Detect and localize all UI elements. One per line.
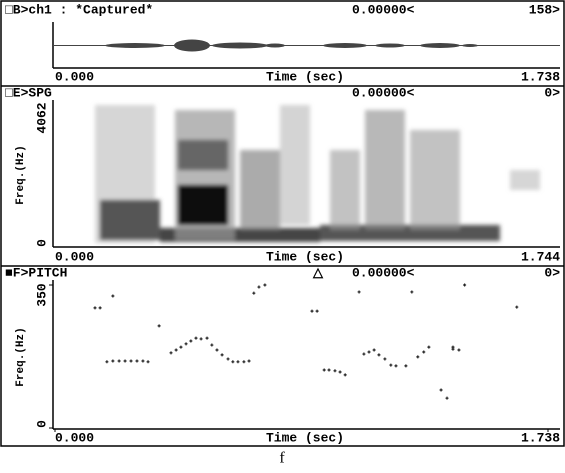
marker: △ bbox=[312, 265, 324, 280]
pitch-point bbox=[220, 353, 224, 357]
pitch-point bbox=[416, 355, 420, 359]
pitch-point bbox=[457, 348, 461, 352]
pitch-point bbox=[141, 359, 145, 363]
x-end-label: 1.744 bbox=[521, 249, 560, 264]
pitch-point bbox=[184, 342, 188, 346]
pitch-point bbox=[98, 306, 102, 310]
pitch-point bbox=[463, 283, 467, 287]
pitch-point bbox=[451, 345, 455, 349]
window-frame bbox=[0, 0, 565, 447]
pitch-point bbox=[377, 353, 381, 357]
x-tick-label: 1.738 bbox=[521, 430, 560, 445]
pitch-point bbox=[174, 348, 178, 352]
pitch-point bbox=[194, 336, 198, 340]
pitch-point bbox=[169, 351, 173, 355]
pitch-point bbox=[215, 348, 219, 352]
pitch-point bbox=[367, 350, 371, 354]
x-axis-label: Time (sec) bbox=[266, 69, 344, 84]
pitch-point bbox=[210, 343, 214, 347]
pitch-point bbox=[205, 336, 209, 340]
pitch-point bbox=[117, 359, 121, 363]
pitch-point bbox=[236, 360, 240, 364]
pitch-point bbox=[333, 369, 337, 373]
cursor-count: 158> bbox=[529, 2, 560, 17]
pitch-point bbox=[257, 285, 261, 289]
pitch-point bbox=[123, 359, 127, 363]
x-start-label: 0.000 bbox=[55, 69, 94, 84]
pitch-point bbox=[252, 291, 256, 295]
spectrogram bbox=[95, 105, 540, 243]
pitch-point bbox=[422, 350, 426, 354]
pitch-point bbox=[199, 337, 203, 341]
pitch-point bbox=[383, 357, 387, 361]
pitch-point bbox=[315, 309, 319, 313]
cursor-count: 0> bbox=[544, 85, 560, 100]
pitch-point bbox=[362, 352, 366, 356]
pitch-point bbox=[372, 348, 376, 352]
pitch-point bbox=[247, 359, 251, 363]
pitch-point bbox=[357, 290, 361, 294]
pitch-point bbox=[129, 359, 133, 363]
pitch-point bbox=[179, 345, 183, 349]
panel-header[interactable]: ■F>PITCH bbox=[5, 265, 67, 280]
pitch-point bbox=[327, 368, 331, 372]
x-end-label: 1.738 bbox=[521, 69, 560, 84]
y-tick-label: 0 bbox=[34, 420, 49, 428]
pitch-point bbox=[189, 339, 193, 343]
cursor-count: 0> bbox=[544, 265, 560, 280]
pitch-point bbox=[322, 368, 326, 372]
pitch-point bbox=[515, 305, 519, 309]
cursor-value: 0.00000< bbox=[352, 85, 415, 100]
y-bottom-label: 0 bbox=[34, 239, 49, 247]
pitch-point bbox=[404, 364, 408, 368]
pitch-point bbox=[135, 359, 139, 363]
pitch-point bbox=[310, 309, 314, 313]
pitch-point bbox=[410, 290, 414, 294]
x-axis-label: Time (sec) bbox=[266, 249, 344, 264]
pitch-point bbox=[338, 370, 342, 374]
cursor-value: 0.00000< bbox=[352, 265, 415, 280]
y-axis-label: Freq.(Hz) bbox=[15, 327, 27, 386]
waveform bbox=[53, 39, 560, 52]
pitch-point bbox=[343, 373, 347, 377]
x-tick-label: 0.000 bbox=[55, 430, 94, 445]
x-start-label: 0.000 bbox=[55, 249, 94, 264]
pitch-point bbox=[93, 306, 97, 310]
panel-header[interactable]: □E>SPG bbox=[5, 85, 52, 100]
y-axis-label: Freq.(Hz) bbox=[15, 145, 27, 204]
pitch-point bbox=[445, 396, 449, 400]
y-top-label: 4062 bbox=[34, 102, 49, 133]
pitch-point bbox=[394, 364, 398, 368]
pitch-point bbox=[231, 360, 235, 364]
pitch-point bbox=[389, 363, 393, 367]
pitch-point bbox=[111, 359, 115, 363]
x-axis-label: Time (sec) bbox=[266, 430, 344, 445]
pitch-point bbox=[439, 388, 443, 392]
pitch-point bbox=[105, 360, 109, 364]
pitch-point bbox=[242, 360, 246, 364]
pitch-point bbox=[146, 360, 150, 364]
pitch-point bbox=[157, 324, 161, 328]
panel-header[interactable]: □B>ch1 : *Captured* bbox=[5, 2, 153, 17]
cursor-value: 0.00000< bbox=[352, 2, 415, 17]
pitch-point bbox=[427, 345, 431, 349]
pitch-point bbox=[263, 283, 267, 287]
y-tick-label: 350 bbox=[34, 283, 49, 307]
caption: f bbox=[279, 450, 285, 467]
pitch-point bbox=[226, 357, 230, 361]
pitch-point bbox=[111, 294, 115, 298]
